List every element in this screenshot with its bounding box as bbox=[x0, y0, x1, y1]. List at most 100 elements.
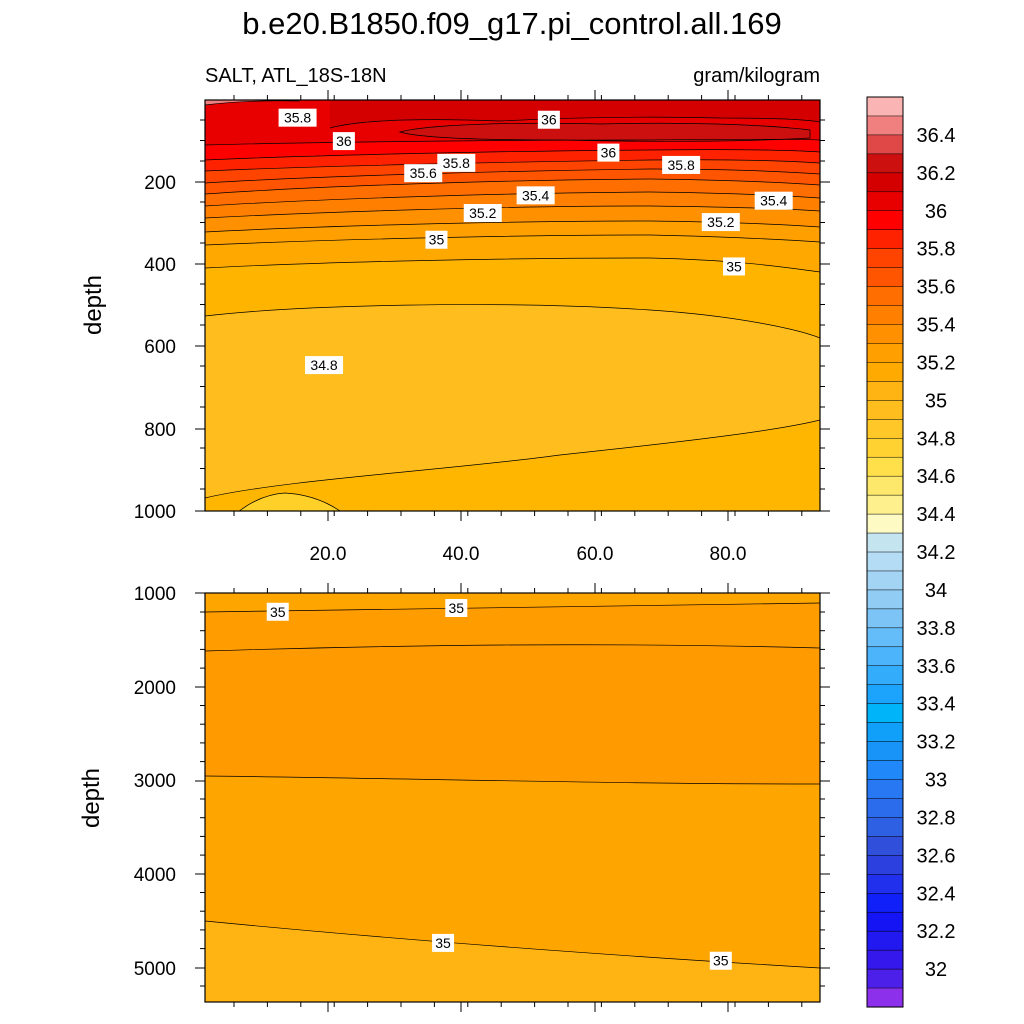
colorbar-swatch bbox=[866, 817, 904, 837]
colorbar bbox=[866, 96, 904, 1008]
svg-text:35.8: 35.8 bbox=[443, 155, 470, 171]
x-tick-label: 80.0 bbox=[710, 544, 747, 565]
colorbar-swatch bbox=[866, 153, 904, 174]
colorbar-swatch bbox=[866, 779, 904, 800]
units-label: gram/kilogram bbox=[693, 65, 820, 87]
colorbar-swatch bbox=[866, 532, 904, 553]
colorbar-swatch bbox=[866, 419, 904, 439]
svg-text:35: 35 bbox=[713, 953, 729, 969]
variable-label: SALT, ATL_18S-18N bbox=[205, 65, 387, 87]
contour-label: 36 bbox=[597, 143, 620, 162]
colorbar-swatch bbox=[866, 968, 904, 989]
contour-label: 35 bbox=[709, 951, 732, 970]
colorbar-label: 32.8 bbox=[917, 807, 956, 829]
colorbar-labels: 36.4 36.2 36 35.8 35.6 35.4 35.2 35 34.8 34.6 34.4… bbox=[917, 125, 956, 981]
contour-label: 35 bbox=[723, 257, 746, 276]
colorbar-swatch bbox=[866, 343, 904, 363]
lower-y-tick-label: 3000 bbox=[134, 771, 176, 792]
colorbar-swatch bbox=[866, 305, 904, 326]
colorbar-label: 35.6 bbox=[917, 277, 956, 299]
colorbar-swatch bbox=[866, 665, 904, 686]
svg-text:36: 36 bbox=[336, 133, 352, 149]
svg-text:35: 35 bbox=[270, 604, 286, 620]
colorbar-label: 35.4 bbox=[917, 315, 956, 337]
x-tick-label: 60.0 bbox=[577, 544, 614, 565]
colorbar-swatch bbox=[866, 798, 904, 818]
colorbar-swatch bbox=[866, 286, 904, 307]
contour-label: 35.6 bbox=[404, 164, 443, 183]
colorbar-swatch bbox=[866, 930, 904, 951]
contour-label: 35.8 bbox=[437, 153, 476, 172]
colorbar-label: 33 bbox=[925, 770, 947, 792]
colorbar-label: 33.4 bbox=[917, 694, 956, 716]
colorbar-label: 33.8 bbox=[917, 618, 956, 640]
colorbar-swatch bbox=[866, 438, 904, 458]
x-tick-label: 20.0 bbox=[310, 544, 347, 565]
contour-label: 36 bbox=[537, 110, 560, 129]
colorbar-swatch bbox=[866, 949, 904, 970]
colorbar-swatch bbox=[866, 172, 904, 193]
colorbar-swatch bbox=[866, 475, 904, 496]
x-tick-label: 40.0 bbox=[443, 544, 480, 565]
contour-label: 35.8 bbox=[662, 155, 701, 174]
colorbar-label: 32.6 bbox=[917, 845, 956, 867]
colorbar-swatch bbox=[866, 684, 904, 705]
colorbar-swatch bbox=[866, 741, 904, 762]
colorbar-swatch bbox=[866, 589, 904, 610]
colorbar-swatch bbox=[866, 362, 904, 382]
colorbar-swatch bbox=[866, 96, 904, 117]
colorbar-swatch bbox=[866, 760, 904, 781]
svg-text:35.6: 35.6 bbox=[410, 165, 437, 181]
lower-axis-ticks bbox=[195, 583, 830, 1012]
colorbar-swatch bbox=[866, 703, 904, 724]
colorbar-swatch bbox=[866, 987, 904, 1008]
contour-label: 35 bbox=[266, 602, 289, 621]
colorbar-label: 32.4 bbox=[917, 883, 956, 905]
colorbar-swatch bbox=[866, 646, 904, 667]
colorbar-label: 34.8 bbox=[917, 428, 956, 450]
colorbar-swatch bbox=[866, 893, 904, 913]
upper-y-tick-label: 600 bbox=[144, 337, 176, 358]
upper-y-axis-label: depth bbox=[80, 275, 107, 335]
upper-y-tick-label: 200 bbox=[144, 173, 176, 194]
svg-text:35: 35 bbox=[449, 600, 465, 616]
contour-label: 35.2 bbox=[701, 213, 740, 232]
contour-label: 35.8 bbox=[278, 108, 317, 127]
colorbar-label: 34.4 bbox=[917, 504, 956, 526]
upper-contour-fill bbox=[205, 100, 820, 511]
colorbar-label: 35 bbox=[925, 390, 947, 412]
colorbar-label: 32 bbox=[925, 959, 947, 981]
colorbar-swatch bbox=[866, 381, 904, 401]
lower-y-tick-label: 2000 bbox=[134, 678, 176, 699]
colorbar-label: 36 bbox=[925, 201, 947, 223]
svg-text:35: 35 bbox=[726, 258, 742, 274]
lower-plot-frame bbox=[204, 592, 821, 1003]
upper-plot-frame bbox=[204, 99, 821, 512]
colorbar-label: 36.2 bbox=[917, 163, 956, 185]
contour-label: 35 bbox=[445, 599, 468, 618]
upper-contour-labels: 35.8 36 36 36 35.8 35.8 35.6 35.4 35.4 35.2 35.2 35… bbox=[278, 108, 793, 375]
colorbar-label: 35.2 bbox=[917, 352, 956, 374]
svg-text:35.2: 35.2 bbox=[707, 214, 734, 230]
lower-contour-labels: 35 35 35 35 bbox=[266, 599, 732, 970]
colorbar-swatch bbox=[866, 722, 904, 743]
svg-text:35.8: 35.8 bbox=[668, 157, 695, 173]
contour-label: 35.2 bbox=[463, 204, 502, 223]
colorbar-swatch bbox=[866, 134, 904, 155]
svg-text:35.4: 35.4 bbox=[760, 193, 787, 209]
chart-title: b.e20.B1850.f09_g17.pi_control.all.169 bbox=[242, 6, 782, 41]
colorbar-swatch bbox=[866, 191, 904, 212]
svg-text:36: 36 bbox=[541, 112, 557, 128]
colorbar-label: 35.8 bbox=[917, 239, 956, 261]
colorbar-swatch bbox=[866, 456, 904, 477]
upper-axis-ticks bbox=[195, 90, 830, 521]
colorbar-swatch bbox=[866, 551, 904, 572]
colorbar-swatch bbox=[866, 400, 904, 420]
upper-contour-lines bbox=[205, 100, 820, 511]
colorbar-label: 34.2 bbox=[917, 542, 956, 564]
colorbar-label: 36.4 bbox=[917, 125, 956, 147]
colorbar-swatch bbox=[866, 874, 904, 894]
upper-panel: 35.8 36 36 36 35.8 35.8 35.6 35.4 35.4 35.2 35.2 35… bbox=[80, 90, 830, 565]
contour-label: 35 bbox=[432, 933, 455, 952]
